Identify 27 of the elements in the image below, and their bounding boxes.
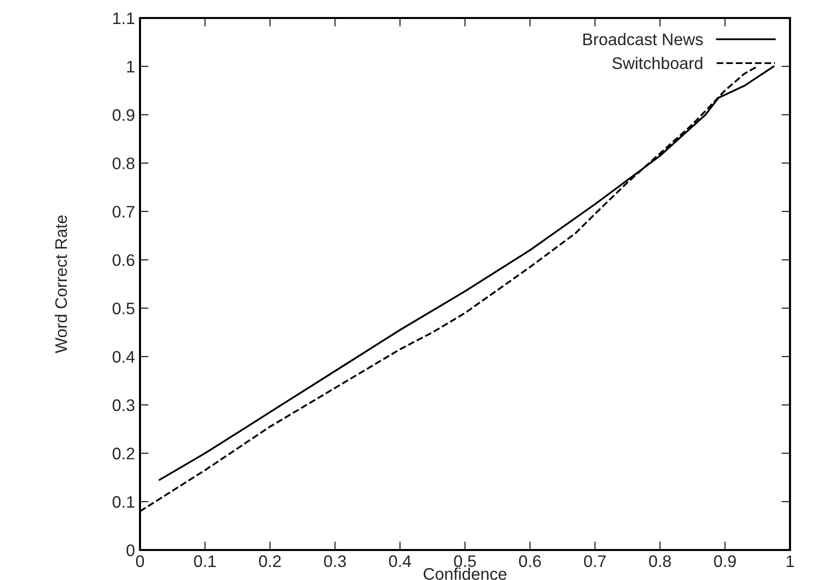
x-tick-label: 0.8 (649, 555, 671, 568)
x-tick-label: 0.3 (324, 555, 346, 568)
x-tick-label: 0.1 (194, 555, 216, 568)
y-tick-label: 0.1 (112, 496, 134, 508)
x-tick-label: 0 (136, 555, 144, 568)
x-axis-title: Confidence (424, 568, 506, 580)
y-tick-label: 0.9 (112, 109, 134, 121)
x-tick-label: 0.7 (584, 555, 606, 568)
legend-label: Broadcast News (583, 33, 703, 46)
y-tick-label: 0.8 (112, 157, 134, 170)
y-tick-label: 0.2 (112, 448, 134, 460)
y-axis-title: Word Correct Rate (54, 215, 68, 354)
y-tick-label: 0.4 (112, 350, 135, 363)
y-tick-label: 0.6 (112, 254, 134, 266)
x-tick-label: 0.9 (714, 555, 736, 568)
x-tick-label: 0.6 (519, 555, 541, 568)
x-tick-label: 0.4 (389, 555, 412, 568)
x-tick-label: 0.5 (454, 555, 476, 568)
y-tick-label: 1 (127, 60, 134, 72)
x-tick-label: 0.2 (259, 555, 281, 568)
y-tick-label: 1.1 (113, 12, 134, 24)
y-tick-label: 0.7 (112, 206, 134, 218)
y-tick-label: 0.3 (112, 399, 134, 412)
x-tick-label: 1 (786, 555, 794, 567)
legend-label: Switchboard (612, 56, 702, 70)
y-tick-label: 0 (126, 544, 134, 556)
y-tick-label: 0.5 (112, 302, 134, 314)
